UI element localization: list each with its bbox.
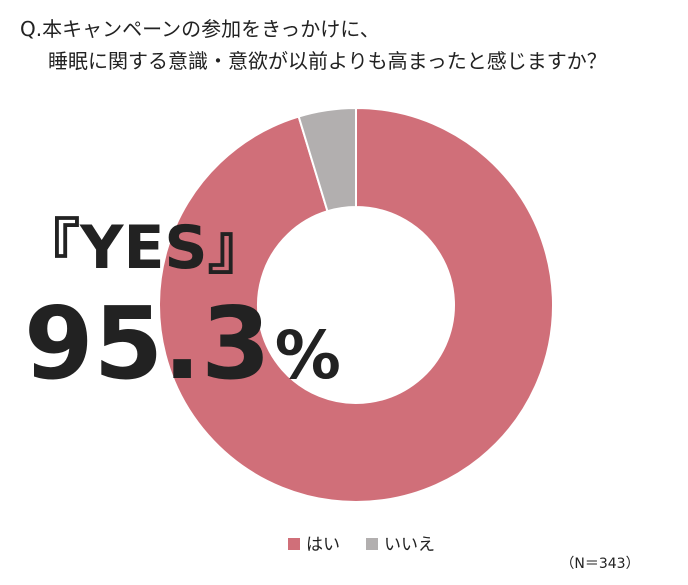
callout-number: 95.3 [24, 285, 271, 402]
callout-label: 『YES』 [20, 213, 268, 283]
chart-subtitle: 睡眠に関する意識・意欲が以前よりも高まったと感じますか？ [48, 49, 607, 73]
legend: はい いいえ [288, 535, 435, 555]
slice [158, 106, 554, 503]
legend-label: はい [306, 535, 340, 555]
chart-title: Q.本キャンペーンの参加をきっかけに、 [20, 17, 380, 41]
donut [158, 106, 554, 503]
callout-unit: % [275, 317, 341, 394]
legend-label: いいえ [384, 535, 435, 555]
slice [297, 106, 357, 213]
callout-value: 95.3% [24, 285, 341, 402]
legend-swatch [366, 538, 378, 550]
note: （N＝343） [560, 556, 639, 572]
legend-swatch [288, 538, 300, 550]
